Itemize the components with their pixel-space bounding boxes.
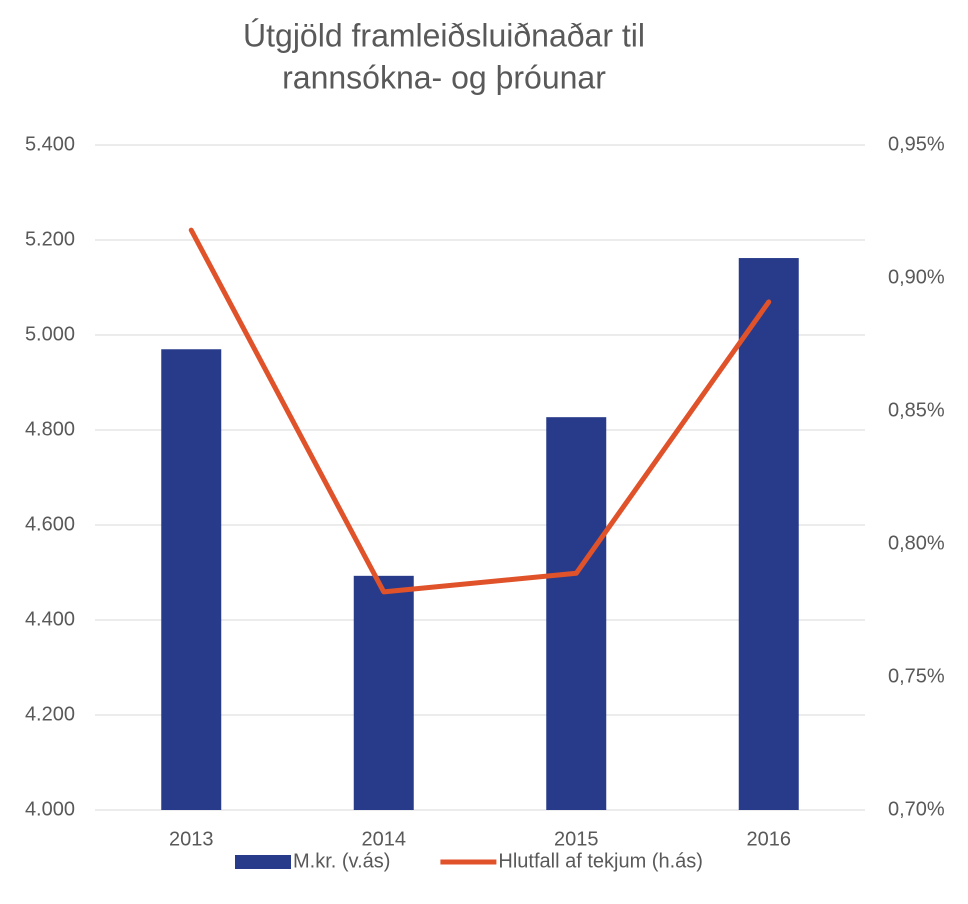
- y-tick-label: 4.400: [25, 608, 75, 630]
- chart-title: rannsókna- og þróunar: [282, 59, 606, 95]
- x-tick-label: 2013: [169, 828, 214, 850]
- bar: [738, 258, 799, 810]
- legend-swatch: [235, 855, 291, 869]
- y2-tick-label: 0,90%: [888, 266, 945, 288]
- y2-tick-label: 0,70%: [888, 798, 945, 820]
- legend-label: Hlutfall af tekjum (h.ás): [498, 850, 703, 872]
- bar: [546, 417, 607, 810]
- line: [188, 227, 772, 595]
- y-tick-label: 4.600: [25, 513, 75, 535]
- bar: [353, 575, 414, 810]
- chart-title: Útgjöld framleiðsluiðnaðar til: [243, 17, 645, 53]
- y-tick-label: 4.000: [25, 798, 75, 820]
- legend-label: M.kr. (v.ás): [293, 850, 390, 872]
- y-tick-label: 4.200: [25, 703, 75, 725]
- y-tick-label: 5.000: [25, 323, 75, 345]
- x-tick-label: 2015: [554, 828, 599, 850]
- x-tick-label: 2016: [747, 828, 792, 850]
- y-tick-label: 5.400: [25, 133, 75, 155]
- y-tick-label: 5.200: [25, 228, 75, 250]
- x-tick-label: 2014: [362, 828, 407, 850]
- y2-tick-label: 0,85%: [888, 399, 945, 421]
- y2-tick-label: 0,95%: [888, 133, 945, 155]
- y2-tick-label: 0,80%: [888, 532, 945, 554]
- bar: [161, 349, 222, 810]
- y-tick-label: 4.800: [25, 418, 75, 440]
- y2-tick-label: 0,75%: [888, 665, 945, 687]
